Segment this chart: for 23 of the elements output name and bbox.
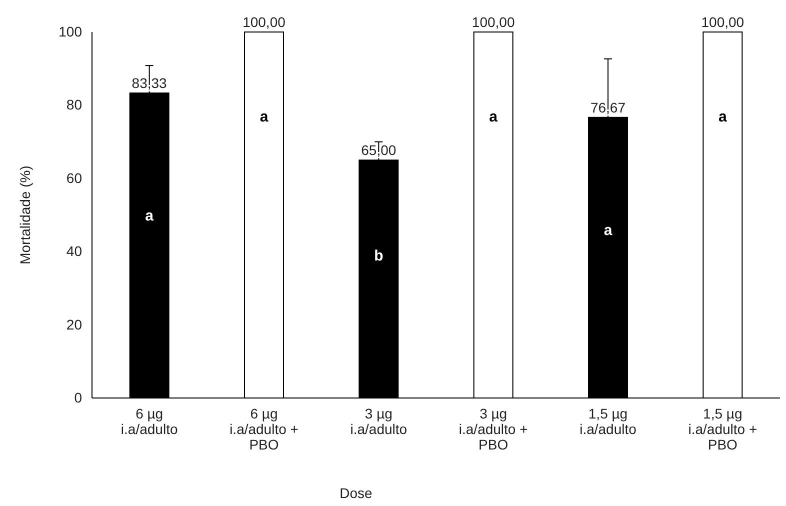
annotation: b [374, 248, 384, 265]
y-tick-label: 0 [74, 389, 82, 406]
x-tick-label: 3 µg i.a/adulto + PBO [458, 406, 528, 452]
y-tick-label: 20 [66, 316, 82, 332]
annotation: a [489, 108, 498, 126]
y-tick-label: 100 [58, 23, 82, 40]
data-label: 100,00 [472, 14, 515, 30]
x-tick-label: 6 µg i.a/adulto [120, 406, 178, 437]
y-tick-label: 60 [66, 170, 82, 186]
annotation: a [604, 222, 613, 239]
y-tick-label: 40 [66, 243, 82, 260]
x-tick-label: 3 µg i.a/adulto [350, 406, 408, 437]
x-tick-label: 1,5 µg i.a/adulto [580, 406, 637, 437]
x-tick-label: 6 µg i.a/adulto + PBO [230, 406, 298, 452]
annotation: a [718, 108, 728, 126]
x-axis-title: Dose [340, 485, 373, 501]
annotation: a [260, 108, 269, 126]
y-tick-label: 80 [66, 96, 82, 113]
y-axis-title: Mortalidade (%) [17, 166, 33, 264]
annotation: a [145, 207, 154, 224]
data-label: 100,00 [242, 14, 286, 30]
x-tick-label: 1,5 µg i.a/adulto + PBO [688, 406, 758, 452]
data-label: 100,00 [701, 14, 744, 30]
